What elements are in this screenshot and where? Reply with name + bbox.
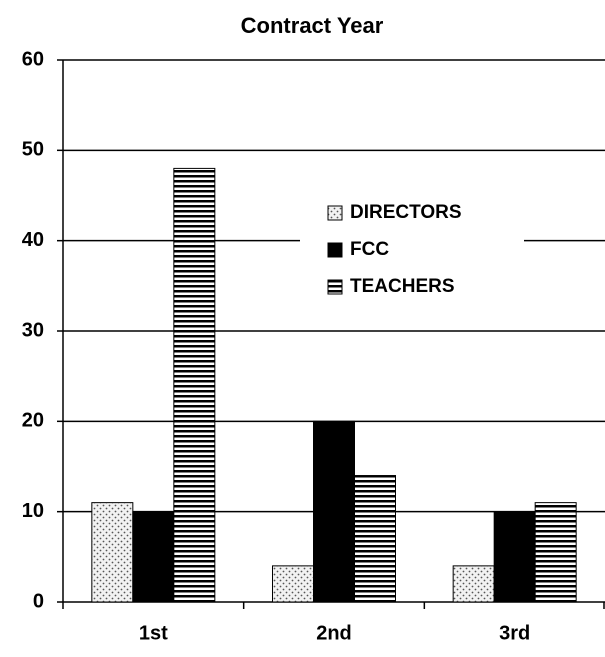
y-tick-label: 20 — [22, 410, 44, 432]
legend-label: DIRECTORS — [350, 202, 462, 223]
bar — [173, 167, 216, 603]
y-tick-label: 50 — [22, 139, 44, 161]
legend-swatch — [327, 242, 343, 258]
legend-swatch — [327, 279, 343, 295]
bar — [91, 502, 134, 603]
y-tick-label: 40 — [22, 229, 44, 251]
bar — [493, 511, 536, 603]
legend-label: FCC — [350, 239, 389, 260]
legend-swatch — [327, 205, 343, 221]
bar — [534, 502, 577, 603]
x-tick-label: 3rd — [499, 622, 530, 644]
x-tick-label: 1st — [139, 622, 168, 644]
bar — [132, 511, 175, 603]
y-tick-label: 10 — [22, 500, 44, 522]
bar — [452, 565, 495, 603]
y-tick-label: 60 — [22, 48, 44, 70]
x-tick-label: 2nd — [316, 622, 352, 644]
bar — [354, 475, 396, 603]
chart-title: Contract Year — [241, 13, 384, 38]
bar — [313, 420, 355, 603]
bar — [272, 565, 314, 603]
y-tick-label: 30 — [22, 319, 44, 341]
legend-label: TEACHERS — [350, 276, 455, 297]
legend: DIRECTORS FCC TEACHERS — [300, 190, 524, 302]
y-tick-label: 0 — [33, 590, 44, 612]
